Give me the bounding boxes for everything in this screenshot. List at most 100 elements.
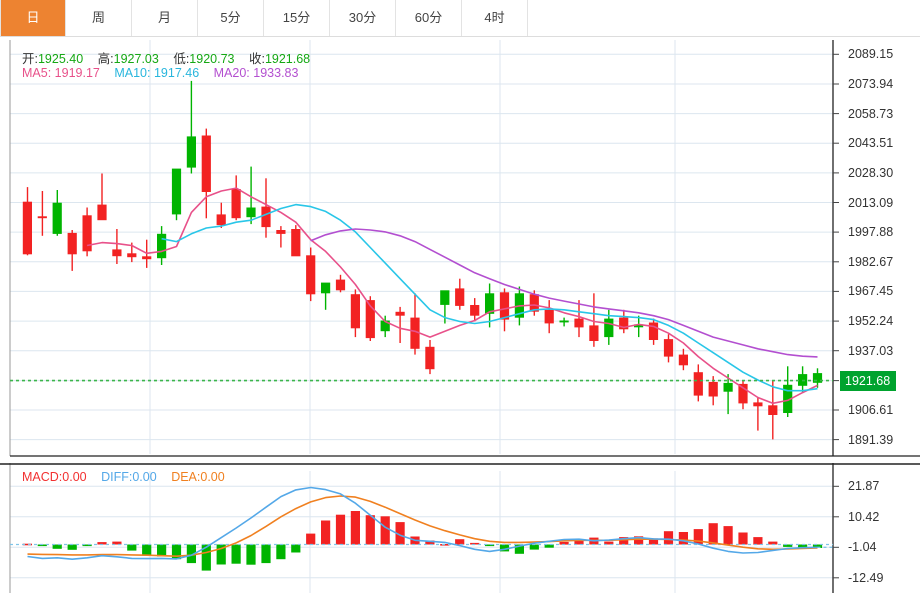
price-axis-label: 2043.51 bbox=[848, 136, 894, 151]
macd-chart-panel[interactable] bbox=[0, 463, 920, 600]
candle-body bbox=[112, 249, 122, 257]
macd-axis-label: 21.87 bbox=[848, 479, 880, 494]
macd-histogram-bar bbox=[425, 540, 435, 545]
ma20-line bbox=[310, 228, 818, 358]
macd-histogram-bar bbox=[663, 531, 674, 545]
macd-histogram-bar bbox=[604, 541, 614, 545]
candle-body bbox=[127, 253, 137, 258]
macd-histogram-bar bbox=[738, 532, 748, 545]
candle-body bbox=[82, 215, 92, 252]
current-price-badge: 1921.68 bbox=[840, 370, 897, 391]
candle-body bbox=[738, 383, 748, 404]
macd-chart-svg bbox=[0, 463, 920, 593]
period-tab-6[interactable]: 60分 bbox=[396, 0, 462, 36]
candle-body bbox=[619, 317, 629, 330]
macd-histogram-bar bbox=[812, 544, 823, 548]
macd-histogram-bar bbox=[97, 542, 107, 545]
candle-body bbox=[499, 292, 510, 320]
candle-body bbox=[693, 372, 703, 396]
ma10-line bbox=[161, 203, 818, 392]
candle-body bbox=[22, 201, 32, 255]
macd-histogram-bar bbox=[634, 536, 644, 545]
candle-body bbox=[544, 309, 554, 324]
candle-body bbox=[470, 305, 480, 316]
candle-body bbox=[37, 216, 47, 219]
price-chart-panel[interactable] bbox=[0, 37, 920, 461]
macd-histogram-bar bbox=[216, 544, 226, 565]
macd-histogram-bar bbox=[455, 539, 465, 545]
price-axis-label: 1967.45 bbox=[848, 284, 894, 299]
candle-body bbox=[395, 311, 405, 316]
macd-histogram-bar bbox=[470, 542, 480, 545]
macd-histogram-bar bbox=[678, 532, 688, 545]
candle-body bbox=[812, 373, 823, 383]
macd-histogram-bar bbox=[246, 544, 256, 565]
macd-histogram-bar bbox=[171, 544, 182, 560]
price-axis-label: 2058.73 bbox=[848, 106, 894, 121]
candle-body bbox=[708, 381, 718, 397]
candle-body bbox=[440, 290, 450, 305]
diff-line bbox=[27, 486, 818, 560]
candle-body bbox=[485, 293, 495, 314]
macd-histogram-bar bbox=[350, 511, 360, 545]
macd-histogram-bar bbox=[276, 544, 286, 560]
macd-histogram-bar bbox=[798, 544, 808, 549]
macd-histogram-bar bbox=[127, 544, 137, 551]
period-tab-2[interactable]: 月 bbox=[132, 0, 198, 36]
candle-body bbox=[678, 354, 688, 366]
price-axis-label: 1891.39 bbox=[848, 432, 894, 447]
period-tab-bar: 日周月 5分 15分 30分 60分 4时 bbox=[0, 0, 920, 37]
price-axis-label: 1997.88 bbox=[848, 225, 894, 240]
period-tab-3[interactable]: 5分 bbox=[198, 0, 264, 36]
macd-histogram-bar bbox=[574, 539, 584, 545]
macd-histogram-bar bbox=[37, 544, 47, 547]
macd-histogram-bar bbox=[514, 544, 524, 554]
ma5-line bbox=[86, 187, 818, 405]
macd-histogram-bar bbox=[261, 544, 271, 564]
candle-body bbox=[768, 405, 778, 415]
candle-body bbox=[321, 282, 331, 294]
candle-body bbox=[425, 346, 435, 370]
macd-histogram-bar bbox=[559, 541, 569, 545]
period-tab-5[interactable]: 30分 bbox=[330, 0, 396, 36]
macd-histogram-bar bbox=[142, 544, 152, 556]
candle-body bbox=[559, 320, 569, 323]
candle-body bbox=[231, 189, 241, 219]
candle-body bbox=[455, 288, 465, 306]
candle-body bbox=[380, 320, 390, 332]
period-tab-0[interactable]: 日 bbox=[0, 0, 66, 36]
macd-histogram-bar bbox=[529, 544, 539, 550]
period-tab-1[interactable]: 周 bbox=[66, 0, 132, 36]
candle-body bbox=[634, 324, 644, 328]
candle-body bbox=[306, 255, 316, 295]
candle-body bbox=[291, 229, 301, 257]
candle-body bbox=[663, 339, 674, 357]
macd-histogram-bar bbox=[693, 529, 703, 545]
macd-axis-label: -1.04 bbox=[848, 540, 877, 555]
macd-histogram-bar bbox=[22, 543, 32, 546]
price-axis-label: 1906.61 bbox=[848, 402, 894, 417]
candle-body bbox=[753, 402, 763, 407]
candle-body bbox=[574, 318, 584, 328]
candle-body bbox=[97, 204, 107, 221]
price-axis-label: 2028.30 bbox=[848, 165, 894, 180]
period-tab-7[interactable]: 4时 bbox=[462, 0, 528, 36]
macd-histogram-bar bbox=[231, 544, 241, 564]
macd-histogram-bar bbox=[544, 544, 554, 548]
price-axis-label: 1952.24 bbox=[848, 314, 894, 329]
price-axis-label: 2073.94 bbox=[848, 76, 894, 91]
macd-histogram-bar bbox=[723, 526, 733, 545]
price-axis-label: 1937.03 bbox=[848, 343, 894, 358]
candle-body bbox=[186, 136, 196, 168]
macd-histogram-bar bbox=[365, 515, 375, 545]
period-tab-4[interactable]: 15分 bbox=[264, 0, 330, 36]
macd-axis-label: -12.49 bbox=[848, 570, 884, 585]
candle-body bbox=[410, 317, 420, 349]
macd-histogram-bar bbox=[648, 538, 659, 545]
candle-body bbox=[350, 294, 360, 329]
candle-body bbox=[276, 230, 286, 234]
macd-histogram-bar bbox=[619, 537, 629, 545]
macd-histogram-bar bbox=[768, 541, 778, 545]
macd-histogram-bar bbox=[708, 523, 718, 545]
